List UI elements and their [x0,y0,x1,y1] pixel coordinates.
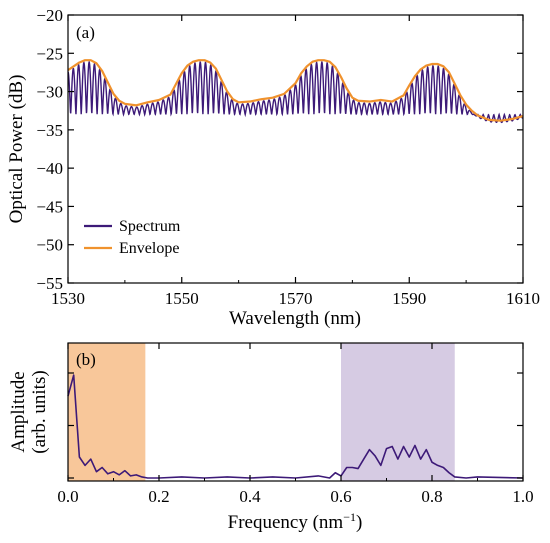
x-tick-label: 1530 [51,289,85,308]
y-tick-label: −45 [36,197,63,216]
panel-a-label: (a) [76,23,95,42]
panel-b-y-axis-title-line1: Amplitude [8,371,29,452]
panel-a-ticks: 1530 1550 1570 1590 1610 −55 −50 −45 −40 −35 −30 −2… [36,6,540,308]
panel-b-plot-content [67,343,524,481]
panel-b: 0.0 0.2 0.4 0.6 0.8 1.0 (b) Frequency (nm−1) … [8,342,534,533]
y-tick-label: −40 [36,159,63,178]
panel-a-plot-content [67,59,524,124]
shaded-region-2 [341,343,455,481]
x-tick-label: 0.0 [57,487,78,506]
legend-label-envelope: Envelope [119,240,179,257]
panel-b-x-axis-title-main: Frequency (nm [228,512,344,533]
panel-b-label: (b) [76,350,96,369]
legend-label-spectrum: Spectrum [119,218,181,235]
x-tick-label: 1590 [392,289,426,308]
amplitude-line [67,374,524,479]
x-tick-label: 1.0 [512,487,533,506]
envelope-line [67,59,524,122]
panel-b-x-axis-title-sup: −1 [343,510,356,524]
y-tick-label: −50 [36,236,63,255]
x-tick-label: 1570 [279,289,313,308]
panel-a-legend: Spectrum Envelope [84,218,181,257]
x-tick-label: 0.4 [239,487,261,506]
y-tick-label: −35 [36,121,63,140]
spectrum-line [67,60,524,124]
x-tick-label: 1610 [506,289,540,308]
x-tick-label: 0.6 [330,487,351,506]
x-tick-label: 0.2 [148,487,169,506]
panel-a-y-axis-title: Optical Power (dB) [6,75,27,224]
panel-a-x-axis-title: Wavelength (nm) [229,308,361,329]
panel-a: 1530 1550 1570 1590 1610 −55 −50 −45 −40 −35 −30 −2… [6,6,540,329]
panel-b-x-axis-title-end: ) [356,512,362,533]
panel-b-y-axis-title-line2: (arb. units) [29,370,50,453]
x-tick-label: 1550 [165,289,199,308]
y-tick-label: −30 [36,83,63,102]
x-tick-label: 0.8 [421,487,442,506]
y-tick-label: −20 [36,6,63,25]
y-tick-label: −55 [36,274,63,293]
y-tick-label: −25 [36,44,63,63]
panel-b-ticks: 0.0 0.2 0.4 0.6 0.8 1.0 [57,343,534,506]
panel-b-x-axis-title: Frequency (nm−1) [228,510,363,533]
